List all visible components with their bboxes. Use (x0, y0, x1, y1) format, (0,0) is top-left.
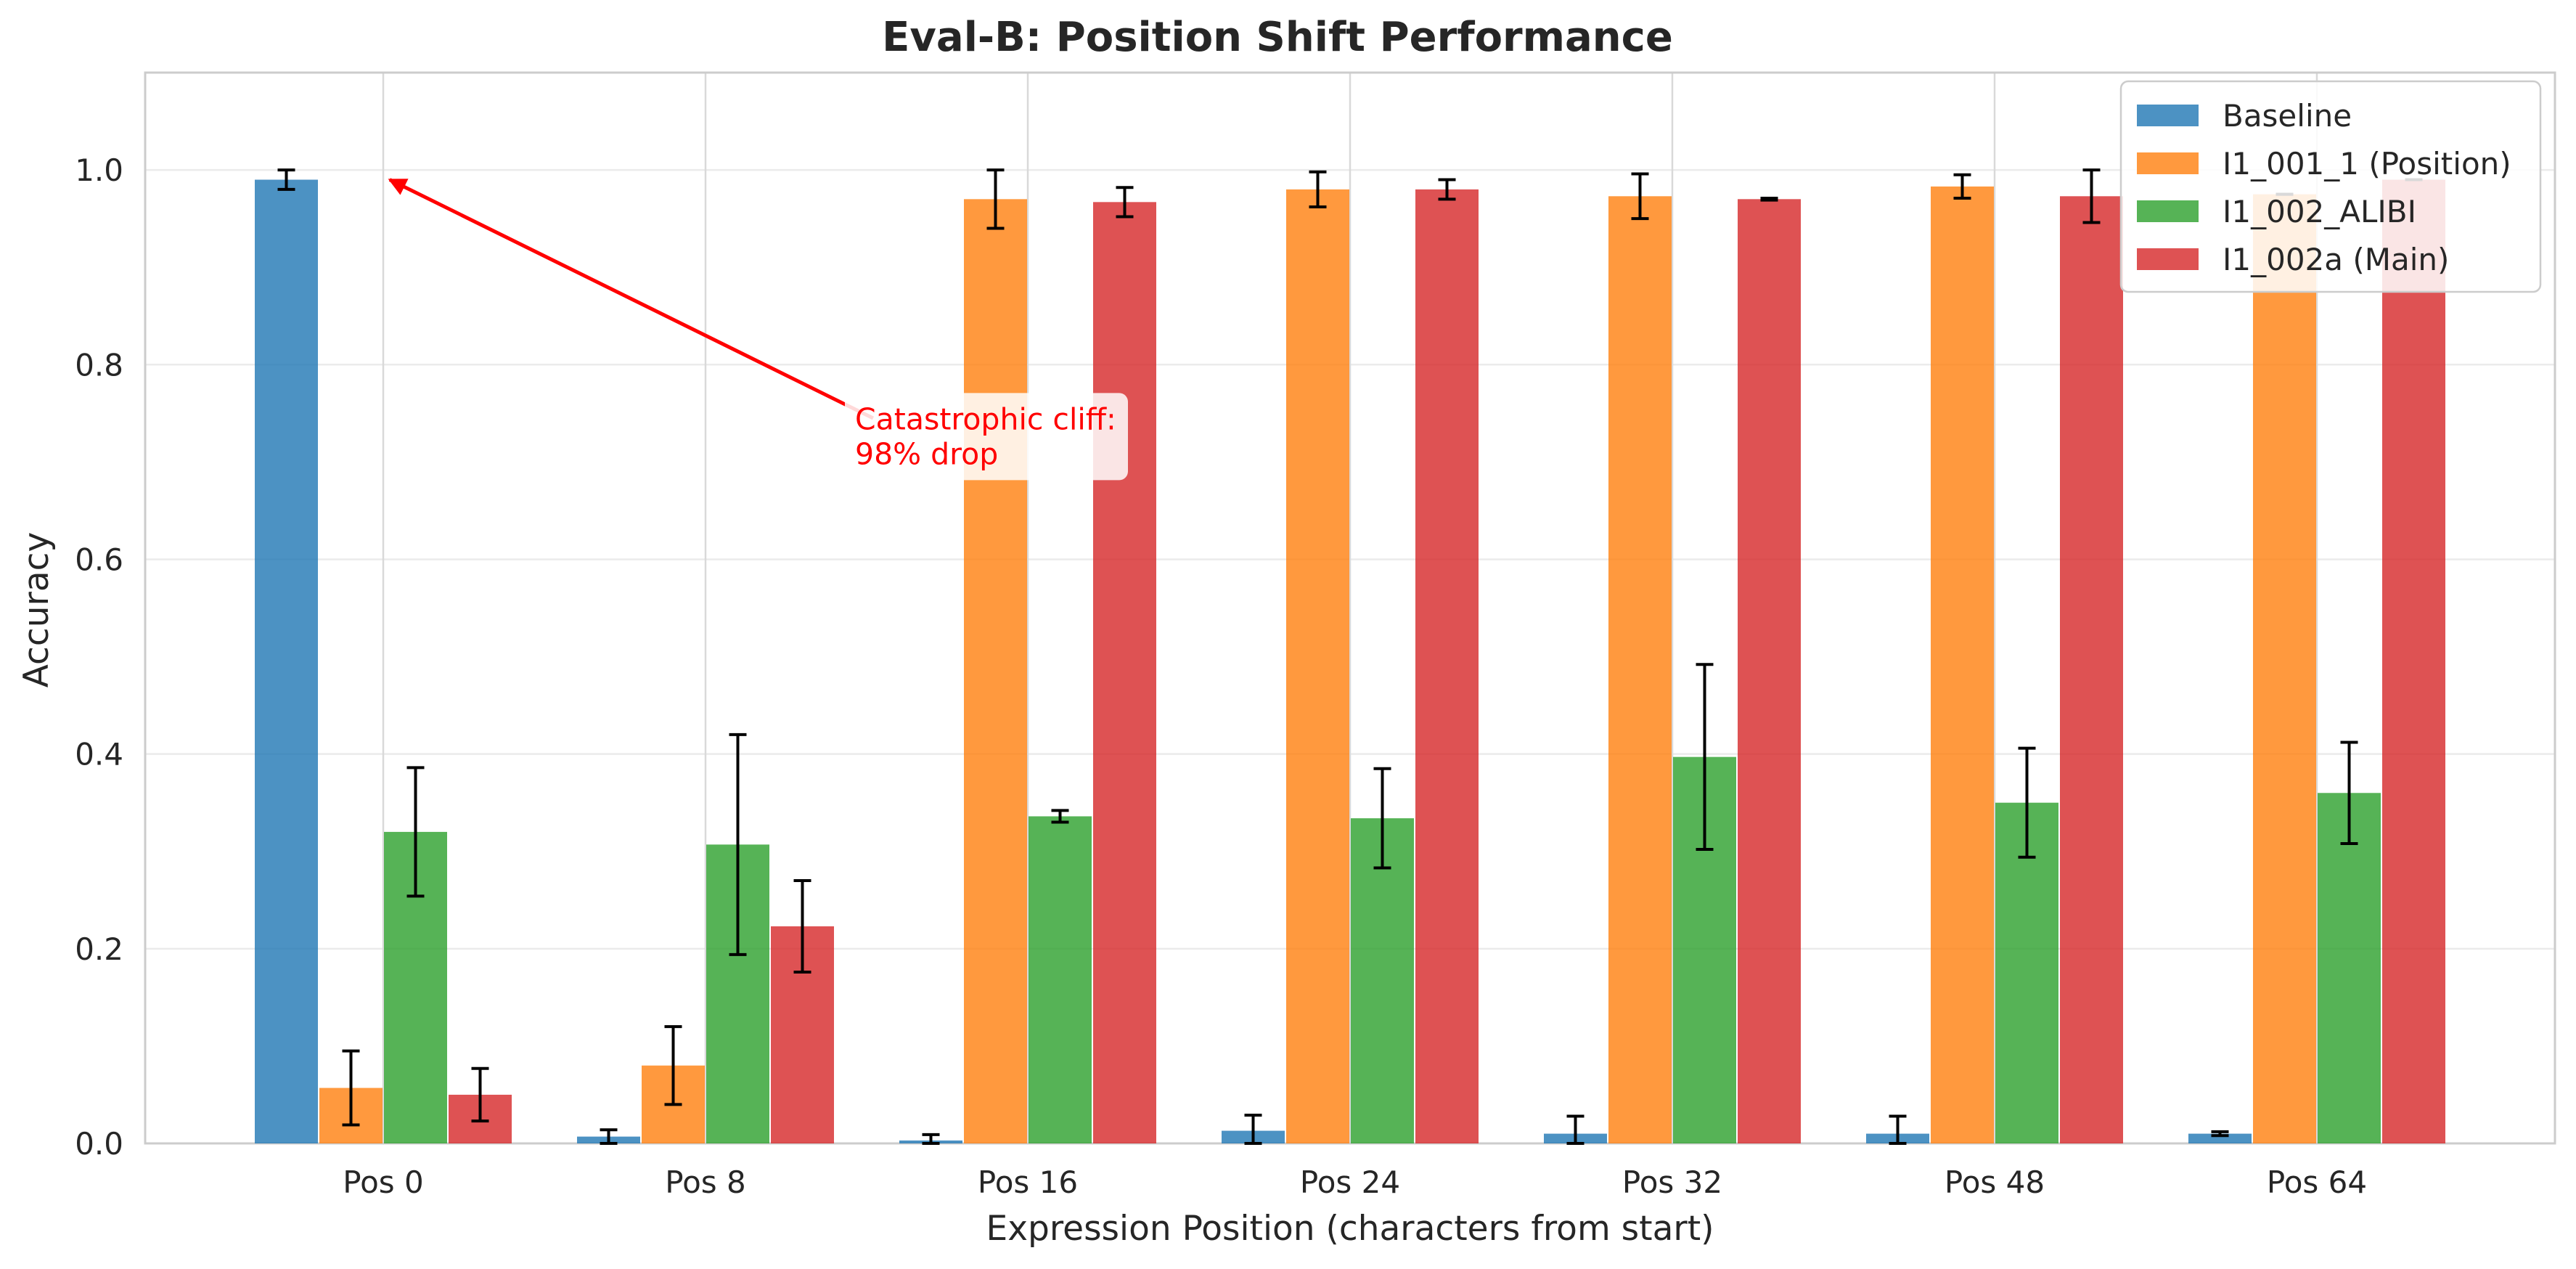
error-bar-i1-002-alibi (1373, 767, 1391, 870)
legend-box (2119, 80, 2542, 293)
bar-i1-002a-main (1738, 199, 1801, 1144)
annotation-box (845, 393, 1128, 481)
error-bar-i1-002a-main (1438, 178, 1456, 201)
error-bar-i1-001-1-position (1631, 172, 1649, 221)
annotation-text: Catastrophic cliff: (855, 401, 1116, 436)
error-bar-i1-002-alibi (1696, 663, 1714, 852)
error-bar-i1-002-alibi (1051, 809, 1069, 824)
legend-label: Baseline (2223, 98, 2352, 134)
error-bar-baseline (2211, 1130, 2229, 1138)
x-tick-label: Pos 48 (1945, 1164, 2045, 1200)
error-bar-baseline (1566, 1114, 1585, 1145)
chart-title: Eval-B: Position Shift Performance (882, 14, 1673, 61)
legend: Baseline I1_001_1 (Position) I1_002_ALIBI I… (2119, 80, 2542, 293)
y-tick-label: 0.2 (75, 931, 123, 967)
x-axis-ticks: Pos 0 Pos 8 Pos 16 Pos 24 Pos 32 Pos 48 Pos 64 (343, 1164, 2367, 1200)
bar-i1-002a-main (1093, 202, 1156, 1143)
bar-baseline (255, 179, 318, 1143)
error-bar-i1-002a-main (2082, 168, 2101, 224)
legend-item: I1_001_1 (Position) (2137, 146, 2511, 181)
annotation-text: 98% drop (855, 436, 998, 471)
error-bar-i1-002a-main (1760, 196, 1778, 202)
bar-i1-001-1-position (2253, 194, 2316, 1143)
y-tick-label: 0.8 (75, 347, 123, 383)
error-bar-i1-002-alibi (2340, 740, 2358, 845)
error-bar-i1-001-1-position (1953, 173, 1971, 200)
bar-i1-002-alibi (1351, 818, 1414, 1143)
x-tick-label: Pos 24 (1300, 1164, 1400, 1200)
error-bar-i1-002a-main (793, 878, 811, 974)
legend-swatch (2137, 105, 2199, 126)
error-bar-i1-002a-main (1116, 186, 1134, 219)
error-bar-baseline (1244, 1114, 1262, 1145)
x-tick-label: Pos 8 (665, 1164, 745, 1200)
error-bar-baseline (277, 168, 295, 191)
error-bar-i1-002-alibi (406, 766, 425, 898)
legend-swatch (2137, 152, 2199, 174)
annotation-arrow (388, 178, 874, 420)
error-bar-baseline (1889, 1114, 1907, 1145)
legend-item: I1_002a (Main) (2137, 242, 2449, 277)
legend-label: I1_002_ALIBI (2223, 194, 2416, 229)
y-tick-label: 0.6 (75, 542, 123, 577)
x-tick-label: Pos 16 (978, 1164, 1078, 1200)
bar-i1-002-alibi (1029, 816, 1092, 1143)
error-bar-i1-002a-main (471, 1066, 489, 1123)
annotation: Catastrophic cliff:98% drop (388, 178, 1128, 481)
error-bar-i1-001-1-position (986, 168, 1005, 230)
y-axis-ticks: 0.0 0.2 0.4 0.6 0.8 1.0 (75, 152, 123, 1162)
bar-i1-002a-main (1415, 189, 1479, 1144)
plot-area-frame (144, 71, 2556, 1145)
error-bar-i1-001-1-position (1309, 170, 1327, 209)
legend-item: I1_002_ALIBI (2137, 194, 2416, 229)
x-tick-label: Pos 64 (2267, 1164, 2367, 1200)
y-tick-label: 1.0 (75, 152, 123, 188)
error-bar-i1-002-alibi (2018, 746, 2036, 859)
y-axis-label: Accuracy (17, 532, 57, 688)
bar-i1-002a-main (2382, 179, 2445, 1143)
bar-baseline (2188, 1133, 2252, 1143)
bar-i1-001-1-position (1286, 189, 1349, 1144)
error-bar-i1-002-alibi (729, 733, 747, 956)
error-bar-i1-001-1-position (664, 1025, 682, 1106)
error-bar-i1-001-1-position (342, 1049, 360, 1127)
error-bar-baseline (922, 1133, 940, 1145)
legend-label: I1_002a (Main) (2223, 242, 2449, 277)
bar-i1-002-alibi (2318, 793, 2381, 1143)
legend-label: I1_001_1 (Position) (2223, 146, 2511, 181)
bar-i1-001-1-position (1608, 196, 1672, 1144)
bar-i1-002-alibi (1995, 802, 2058, 1143)
legend-swatch (2137, 200, 2199, 222)
x-axis-label: Expression Position (characters from sta… (986, 1209, 1714, 1249)
bar-i1-001-1-position (1931, 186, 1994, 1143)
bar-i1-001-1-position (964, 199, 1027, 1144)
legend-swatch (2137, 248, 2199, 270)
x-tick-label: Pos 0 (343, 1164, 423, 1200)
y-tick-label: 0.0 (75, 1126, 123, 1162)
y-tick-label: 0.4 (75, 737, 123, 772)
x-tick-label: Pos 32 (1622, 1164, 1722, 1200)
error-bar-baseline (600, 1128, 618, 1145)
legend-item: Baseline (2137, 98, 2352, 134)
bars (255, 179, 2445, 1144)
bar-i1-002a-main (2060, 196, 2123, 1144)
error-bars (277, 168, 2423, 1145)
grid (145, 73, 2555, 1145)
